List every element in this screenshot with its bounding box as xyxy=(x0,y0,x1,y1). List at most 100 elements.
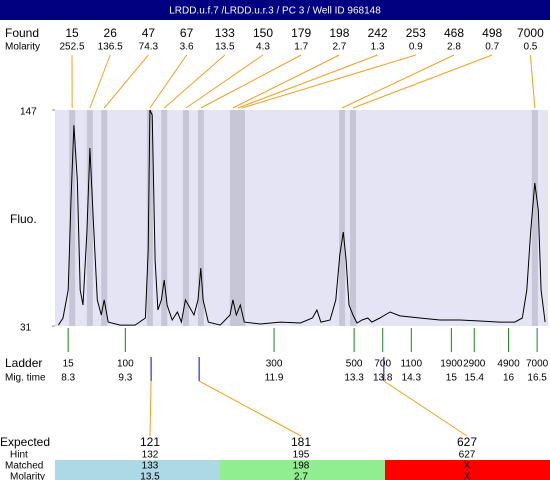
peak-size: 47 xyxy=(142,26,156,40)
peak-band xyxy=(235,110,242,326)
peak-size: 133 xyxy=(215,26,235,40)
peak-connector xyxy=(352,54,493,109)
peak-connector xyxy=(103,54,149,109)
ladder-time: 15 xyxy=(446,373,458,384)
expected-size: 121 xyxy=(140,435,160,449)
peak-band xyxy=(182,110,189,326)
peak-connector xyxy=(232,54,340,109)
ladder-time: 13.3 xyxy=(344,373,364,384)
matched-size: X xyxy=(464,461,471,472)
matched-size: 133 xyxy=(142,461,159,472)
ladder-time: 14.3 xyxy=(402,373,422,384)
peak-connector xyxy=(200,54,302,109)
expected-connector xyxy=(383,380,468,437)
peak-molarity: 4.3 xyxy=(256,42,270,53)
ladder-time: 8.3 xyxy=(61,373,75,384)
ladder-time-label: Mig. time xyxy=(5,373,46,384)
peak-band xyxy=(86,110,93,326)
peak-molarity: 252.5 xyxy=(59,42,84,53)
peak-size: 150 xyxy=(253,26,273,40)
ladder-size: 7000 xyxy=(526,359,549,370)
expected-connector xyxy=(149,380,152,437)
peak-size: 7000 xyxy=(517,26,544,40)
peak-band xyxy=(161,110,168,326)
peak-band xyxy=(101,110,108,326)
peak-connector xyxy=(149,54,188,109)
peak-size: 15 xyxy=(65,26,79,40)
peak-molarity: 13.5 xyxy=(215,42,235,53)
peak-band xyxy=(197,110,204,326)
expected-connector xyxy=(198,380,302,437)
peak-size: 26 xyxy=(104,26,118,40)
peak-molarity: 0.7 xyxy=(485,42,499,53)
hint-size: 132 xyxy=(142,450,159,461)
peak-size: 198 xyxy=(329,26,349,40)
ladder-size: 100 xyxy=(117,359,134,370)
peak-band xyxy=(229,110,236,326)
hint-size: 627 xyxy=(459,450,476,461)
expected-size: 181 xyxy=(291,435,311,449)
ladder-size: 500 xyxy=(346,359,363,370)
plot-area xyxy=(55,110,548,326)
peak-molarity: 1.7 xyxy=(294,42,308,53)
found-label: Found xyxy=(5,26,39,40)
peak-band xyxy=(69,110,76,326)
peak-size: 468 xyxy=(444,26,464,40)
trace xyxy=(57,109,546,326)
peak-molarity: 2.8 xyxy=(447,42,461,53)
matched-molarity: 2.7 xyxy=(294,472,308,480)
found-molarity-label: Molarity xyxy=(5,42,40,53)
peak-molarity: 136.5 xyxy=(98,42,123,53)
hint-label: Hint xyxy=(10,450,28,461)
ladder-size: 1900 xyxy=(440,359,463,370)
matched-molarity: X xyxy=(464,472,471,480)
peak-connector xyxy=(163,54,226,109)
peak-connector xyxy=(89,54,111,109)
ladder-size: 2900 xyxy=(463,359,486,370)
match-band xyxy=(220,460,385,480)
peak-size: 498 xyxy=(482,26,502,40)
peak-molarity: 74.3 xyxy=(139,42,159,53)
ladder-size: 700 xyxy=(374,359,391,370)
ladder-time: 16.5 xyxy=(527,373,547,384)
peak-molarity: 0.9 xyxy=(409,42,423,53)
match-band xyxy=(55,460,220,480)
peak-size: 242 xyxy=(368,26,388,40)
peak-band xyxy=(349,110,356,326)
matched-molarity: 13.5 xyxy=(140,472,160,480)
peak-band xyxy=(146,110,153,326)
ladder-size: 300 xyxy=(266,359,283,370)
peak-band xyxy=(339,110,346,326)
y-label: Fluo. xyxy=(10,212,37,226)
ladder-size: 15 xyxy=(63,359,75,370)
hint-size: 195 xyxy=(293,450,310,461)
peak-connector xyxy=(241,54,416,109)
expected-molarity-label: Molarity xyxy=(10,472,45,480)
ladder-size: 1100 xyxy=(401,359,423,370)
expected-size: 627 xyxy=(457,435,477,449)
title: LRDD.u.f.7 /LRDD.u.r.3 / PC 3 / Well ID … xyxy=(169,6,381,17)
matched-label: Matched xyxy=(5,461,43,472)
peak-molarity: 1.3 xyxy=(371,42,385,53)
ladder-label: Ladder xyxy=(5,356,42,370)
peak-connector xyxy=(341,54,455,109)
ladder-time: 9.3 xyxy=(118,373,132,384)
match-band xyxy=(385,460,550,480)
peak-connector xyxy=(529,54,536,109)
y-tick-label: 31 xyxy=(20,323,32,334)
peak-size: 253 xyxy=(406,26,426,40)
ladder-size: 4900 xyxy=(497,359,520,370)
peak-connector xyxy=(185,54,264,109)
y-tick-label: 147 xyxy=(20,107,37,118)
ladder-time: 15.4 xyxy=(464,373,484,384)
peak-band xyxy=(531,110,538,326)
peak-size: 179 xyxy=(291,26,311,40)
header-bar xyxy=(0,0,550,20)
peak-band xyxy=(239,110,246,326)
ladder-time: 16 xyxy=(503,373,515,384)
ladder-time: 11.9 xyxy=(265,373,284,384)
matched-size: 198 xyxy=(293,461,310,472)
peak-molarity: 0.5 xyxy=(523,42,537,53)
peak-size: 67 xyxy=(180,26,194,40)
peak-connector xyxy=(237,54,378,109)
